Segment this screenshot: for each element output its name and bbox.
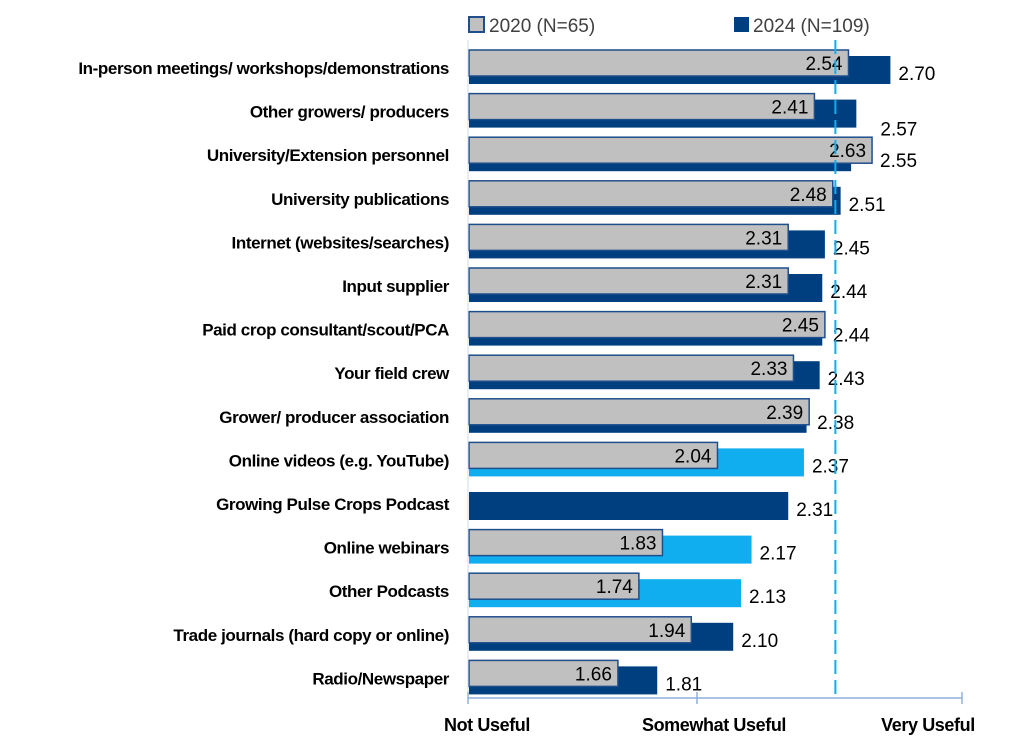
category-label: Input supplier: [342, 277, 450, 296]
bar-2020: [468, 398, 810, 426]
category-label: Growing Pulse Crops Podcast: [216, 495, 450, 514]
x-tick-label: Very Useful: [881, 715, 975, 735]
value-label-2024: 2.57: [880, 120, 917, 141]
bar-2020: [468, 441, 719, 470]
value-label-2024: 2.13: [749, 587, 786, 608]
bar-2020: [468, 92, 816, 121]
category-label: Online videos (e.g. YouTube): [229, 451, 449, 470]
value-label-2020: 1.66: [575, 664, 612, 685]
bar-2020: [468, 354, 795, 382]
x-axis: Not Useful Somewhat Useful Very Useful: [444, 40, 975, 735]
category-label: Your field crew: [334, 364, 450, 383]
bar-2020: [468, 659, 619, 688]
value-label-2024: 2.17: [760, 544, 797, 565]
value-label-2020: 2.45: [782, 316, 819, 337]
value-label-2020: 2.31: [745, 228, 782, 249]
legend: 2020 (N=65) 2024 (N=109): [468, 16, 870, 37]
value-label-2024: 2.51: [849, 195, 886, 216]
legend-label-2020: 2020 (N=65): [489, 16, 595, 37]
value-label-2020: 1.94: [648, 621, 685, 642]
value-label-2020: 2.48: [790, 185, 827, 206]
value-label-2024: 2.43: [828, 369, 865, 390]
bar-2020: [468, 49, 850, 77]
value-label-2024: 2.44: [833, 326, 870, 347]
bar-2020: [468, 310, 826, 339]
value-label-2020: 2.31: [745, 272, 782, 293]
value-label-2024: 2.10: [741, 631, 778, 652]
category-label: Online webinars: [324, 539, 449, 558]
value-label-2024: 2.55: [880, 151, 917, 172]
category-label: Other Podcasts: [329, 582, 449, 601]
value-label-2020: 2.33: [750, 359, 787, 380]
value-label-2024: 2.44: [830, 282, 867, 303]
value-label-2020: 2.04: [674, 446, 711, 467]
value-label-2024: 2.45: [833, 238, 870, 259]
value-label-2020: 2.41: [771, 98, 808, 119]
legend-label-2024: 2024 (N=109): [753, 16, 870, 37]
value-label-2024: 2.37: [812, 456, 849, 477]
value-label-2020: 2.63: [829, 141, 866, 162]
value-label-2020: 2.39: [766, 403, 803, 424]
category-label: In-person meetings/ workshops/demonstrat…: [78, 59, 449, 78]
x-tick-label: Not Useful: [444, 715, 530, 735]
category-label: Grower/ producer association: [219, 408, 449, 427]
category-label: Radio/Newspaper: [312, 669, 449, 688]
bar-2020: [468, 572, 640, 600]
category-label: Paid crop consultant/scout/PCA: [202, 321, 449, 340]
bar-2020: [468, 616, 693, 644]
bar-2024: [469, 492, 789, 520]
category-label: University/Extension personnel: [207, 146, 449, 165]
value-label-2024: 2.31: [796, 500, 833, 521]
value-label-2020: 2.54: [805, 54, 842, 75]
category-label: Internet (websites/searches): [232, 233, 449, 252]
legend-swatch-2020: [468, 16, 485, 33]
legend-swatch-2024: [734, 17, 749, 32]
value-label-2024: 2.70: [898, 64, 935, 85]
value-label-2020: 1.74: [596, 577, 633, 598]
category-label: Trade journals (hard copy or online): [173, 626, 449, 645]
bar-2020: [468, 223, 789, 252]
category-label: Other growers/ producers: [250, 103, 449, 122]
bar-2020: [468, 267, 789, 295]
x-tick-label: Somewhat Useful: [642, 715, 786, 735]
bar-2020: [468, 180, 834, 208]
bars: In-person meetings/ workshops/demonstrat…: [78, 49, 935, 695]
bar-2020: [468, 136, 873, 164]
category-label: University publications: [271, 190, 449, 209]
bar-2020: [468, 528, 664, 557]
value-label-2024: 1.81: [665, 674, 702, 695]
value-label-2020: 1.83: [619, 534, 656, 555]
